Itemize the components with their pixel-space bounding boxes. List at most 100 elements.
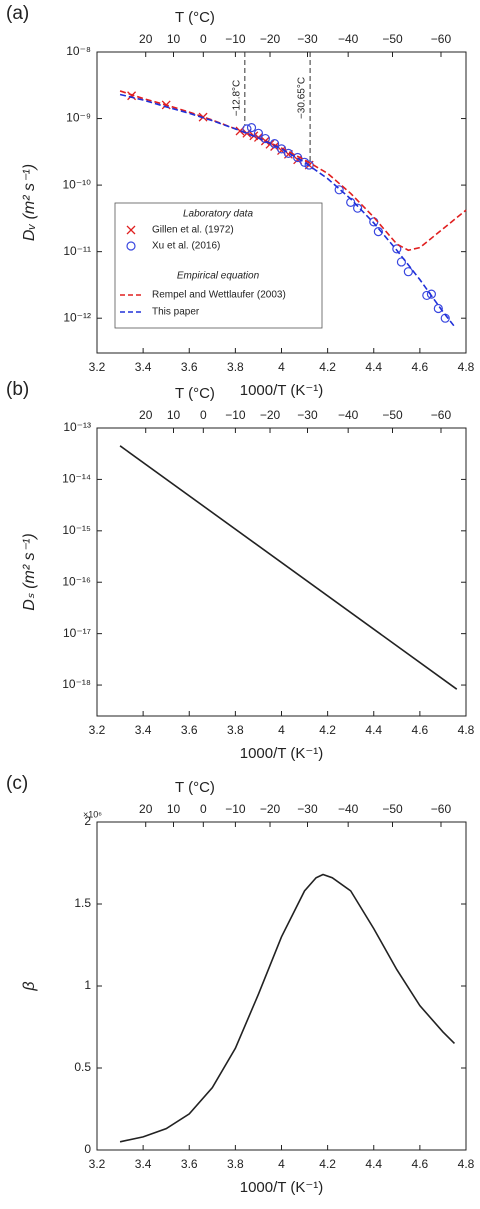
x-tick-label: 4.4 xyxy=(365,360,382,374)
x-tick-label: 3.8 xyxy=(227,723,244,737)
x-tick-label: 4.2 xyxy=(319,1157,336,1171)
legend-header: Laboratory data xyxy=(183,209,253,220)
x-tick-label: 3.4 xyxy=(135,1157,152,1171)
x-tick-label: 3.2 xyxy=(89,360,106,374)
x-tick-label: 4.6 xyxy=(412,360,429,374)
top-tick-label: −30 xyxy=(297,32,318,46)
x-axis-title: 1000/T (K⁻¹) xyxy=(240,745,324,762)
y-axis-title: Dₛ (m² s⁻¹) xyxy=(21,533,38,611)
top-tick-label: −20 xyxy=(260,32,281,46)
top-tick-label: −40 xyxy=(338,408,359,422)
data-point xyxy=(433,303,443,314)
data-point xyxy=(396,257,407,267)
top-tick-label: −10 xyxy=(225,408,246,422)
top-tick-label: −50 xyxy=(382,802,403,816)
top-tick-label: −20 xyxy=(260,408,281,422)
y-tick-label: 10⁻¹⁷ xyxy=(63,626,91,640)
x-tick-label: 4 xyxy=(278,360,285,374)
reference-label: −30.65°C xyxy=(297,77,308,119)
x-tick-label: 3.2 xyxy=(89,1157,106,1171)
x-tick-label: 4.8 xyxy=(458,1157,475,1171)
panel-label: (c) xyxy=(6,773,28,794)
x-tick-label: 4 xyxy=(278,723,285,737)
x-tick-label: 4.2 xyxy=(319,723,336,737)
y-axis-title: β xyxy=(21,981,38,991)
y-tick-label: 2 xyxy=(84,814,91,828)
x-tick-label: 4.8 xyxy=(458,360,475,374)
legend-label: Rempel and Wettlaufer (2003) xyxy=(152,290,286,301)
legend-symbol xyxy=(126,241,136,251)
top-tick-label: 20 xyxy=(139,408,153,422)
y-tick-label: 10⁻¹³ xyxy=(63,420,91,434)
y-tick-label: 10⁻¹⁸ xyxy=(62,677,91,691)
panel-label: (a) xyxy=(6,3,29,24)
y-tick-label: 10⁻¹² xyxy=(63,310,91,324)
data-line xyxy=(119,445,458,690)
x-tick-label: 3.2 xyxy=(89,723,106,737)
top-tick-label: −50 xyxy=(382,32,403,46)
plot-frame xyxy=(96,427,467,717)
top-tick-label: −10 xyxy=(225,32,246,46)
top-tick-label: −20 xyxy=(260,802,281,816)
legend-label: This paper xyxy=(152,307,200,318)
top-tick-label: −60 xyxy=(431,408,452,422)
y-tick-label: 0 xyxy=(84,1142,91,1156)
y-tick-label: 10⁻⁹ xyxy=(66,111,91,125)
x-tick-label: 4.6 xyxy=(412,1157,429,1171)
legend-label: Gillen et al. (1972) xyxy=(152,225,234,236)
panel-label: (b) xyxy=(6,379,29,400)
top-tick-label: 0 xyxy=(200,408,207,422)
top-tick-label: −40 xyxy=(338,802,359,816)
x-tick-label: 3.8 xyxy=(227,360,244,374)
y-axis-title: Dᵥ (m² s⁻¹) xyxy=(21,164,38,241)
top-tick-label: 10 xyxy=(167,802,181,816)
top-tick-label: 10 xyxy=(167,32,181,46)
top-tick-label: −40 xyxy=(338,32,359,46)
top-tick-label: 20 xyxy=(139,32,153,46)
data-point xyxy=(276,144,287,154)
data-point xyxy=(426,289,437,299)
top-tick-label: −50 xyxy=(382,408,403,422)
legend-label: Xu et al. (2016) xyxy=(152,241,220,252)
top-tick-label: 0 xyxy=(200,32,207,46)
x-tick-label: 4.6 xyxy=(412,723,429,737)
reference-label: −12.8°C xyxy=(231,80,242,117)
data-point xyxy=(373,227,383,237)
data-line xyxy=(119,873,456,1143)
y-multiplier: ×10⁶ xyxy=(83,809,102,819)
data-point xyxy=(403,267,413,277)
top-axis-title: T (°C) xyxy=(175,779,215,796)
data-point xyxy=(334,185,344,195)
x-tick-label: 4.2 xyxy=(319,360,336,374)
y-tick-label: 10⁻⁸ xyxy=(66,44,91,58)
x-tick-label: 4.4 xyxy=(365,1157,382,1171)
data-line xyxy=(119,93,456,328)
data-point xyxy=(392,244,402,254)
y-tick-label: 1.5 xyxy=(74,896,91,910)
legend-box xyxy=(114,202,323,329)
x-axis-title: 1000/T (K⁻¹) xyxy=(240,382,324,399)
top-axis-title: T (°C) xyxy=(175,385,215,402)
x-tick-label: 4.4 xyxy=(365,723,382,737)
legend-symbol xyxy=(126,225,136,235)
x-axis-title: 1000/T (K⁻¹) xyxy=(240,1179,324,1196)
top-tick-label: 0 xyxy=(200,802,207,816)
y-tick-label: 1 xyxy=(84,978,91,992)
data-point xyxy=(353,203,363,213)
x-tick-label: 3.6 xyxy=(181,723,198,737)
top-tick-label: −60 xyxy=(431,802,452,816)
top-tick-label: 20 xyxy=(139,802,153,816)
top-tick-label: −30 xyxy=(297,408,318,422)
top-axis-title: T (°C) xyxy=(175,9,215,26)
x-tick-label: 3.8 xyxy=(227,1157,244,1171)
plot-frame xyxy=(96,821,467,1151)
data-point xyxy=(242,124,252,134)
data-point xyxy=(246,123,257,133)
data-line xyxy=(119,90,467,252)
top-tick-label: −30 xyxy=(297,802,318,816)
x-tick-label: 4 xyxy=(278,1157,285,1171)
y-tick-label: 10⁻¹⁴ xyxy=(62,472,91,486)
y-tick-label: 10⁻¹⁰ xyxy=(63,177,92,191)
x-tick-label: 3.4 xyxy=(135,360,152,374)
y-tick-label: 10⁻¹⁶ xyxy=(62,574,91,588)
